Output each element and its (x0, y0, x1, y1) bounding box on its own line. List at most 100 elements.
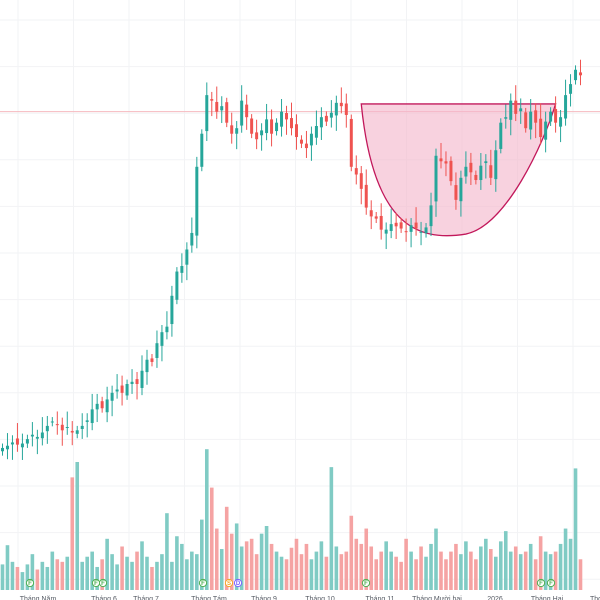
candle[interactable] (225, 97, 229, 128)
event-marker-f[interactable]: F (536, 578, 546, 587)
candle[interactable] (419, 221, 423, 246)
candle[interactable] (145, 349, 149, 385)
candle[interactable] (85, 413, 89, 438)
candle[interactable] (354, 155, 358, 185)
candle[interactable] (339, 87, 343, 114)
candle[interactable] (329, 100, 333, 128)
candle[interactable] (449, 156, 453, 186)
candle[interactable] (255, 119, 259, 150)
candle[interactable] (0, 443, 4, 456)
candle[interactable] (195, 156, 199, 249)
event-marker-f[interactable]: F (546, 578, 556, 587)
candle[interactable] (454, 172, 458, 210)
candle[interactable] (464, 151, 468, 184)
event-marker-s[interactable]: S (224, 578, 234, 587)
candle[interactable] (110, 385, 114, 417)
candle[interactable] (539, 103, 543, 145)
candle[interactable] (374, 212, 378, 224)
candle[interactable] (165, 311, 169, 340)
candle[interactable] (35, 429, 39, 455)
candle[interactable] (30, 422, 34, 447)
candle[interactable] (245, 94, 249, 130)
candle[interactable] (409, 218, 413, 248)
candle[interactable] (524, 107, 528, 133)
candle[interactable] (429, 192, 433, 237)
candle[interactable] (489, 149, 493, 185)
candle[interactable] (140, 355, 144, 396)
event-marker-f[interactable]: F (361, 578, 371, 587)
candle[interactable] (220, 96, 224, 124)
candle[interactable] (519, 98, 523, 124)
candle[interactable] (45, 415, 49, 444)
candle[interactable] (574, 65, 578, 85)
candle[interactable] (349, 114, 353, 172)
candlesticks[interactable] (0, 59, 583, 460)
candle[interactable] (414, 207, 418, 236)
event-marker-f[interactable]: F (91, 578, 101, 587)
candle[interactable] (469, 152, 473, 185)
candle[interactable] (324, 111, 328, 126)
candle[interactable] (190, 217, 194, 253)
candle[interactable] (15, 423, 19, 452)
candle[interactable] (384, 222, 388, 250)
candle[interactable] (40, 417, 44, 446)
candle[interactable] (294, 114, 298, 150)
candle[interactable] (404, 218, 408, 242)
candle[interactable] (155, 330, 159, 368)
candle[interactable] (180, 253, 184, 283)
candle[interactable] (70, 421, 74, 446)
candle[interactable] (424, 223, 428, 238)
candle[interactable] (549, 107, 553, 126)
candle[interactable] (275, 118, 279, 136)
candle[interactable] (474, 170, 478, 185)
candle[interactable] (394, 212, 398, 240)
candle[interactable] (230, 112, 234, 144)
candle[interactable] (65, 411, 69, 435)
candle[interactable] (364, 169, 368, 215)
candle[interactable] (434, 148, 438, 217)
candle[interactable] (544, 111, 548, 153)
candle[interactable] (299, 135, 303, 149)
candle[interactable] (5, 433, 9, 460)
candle[interactable] (509, 93, 513, 136)
candle[interactable] (10, 435, 14, 460)
candle[interactable] (569, 74, 573, 107)
candle[interactable] (135, 371, 139, 400)
candle[interactable] (514, 85, 518, 122)
event-marker-d[interactable]: D (233, 578, 243, 587)
candle[interactable] (100, 396, 104, 413)
candle[interactable] (60, 417, 64, 446)
candle[interactable] (439, 142, 443, 169)
candle[interactable] (50, 417, 54, 427)
candle[interactable] (235, 121, 239, 150)
candle[interactable] (250, 114, 254, 139)
candle[interactable] (459, 170, 463, 217)
candle[interactable] (130, 369, 134, 394)
candle[interactable] (379, 203, 383, 240)
candle[interactable] (359, 166, 363, 205)
candle[interactable] (200, 129, 204, 172)
candle[interactable] (554, 96, 558, 133)
candle[interactable] (529, 98, 533, 140)
candle[interactable] (290, 102, 293, 136)
candle[interactable] (265, 103, 269, 141)
candle[interactable] (25, 434, 29, 448)
candle[interactable] (170, 285, 174, 337)
candle[interactable] (504, 104, 508, 129)
candle[interactable] (579, 59, 583, 86)
candle[interactable] (150, 354, 154, 367)
candle[interactable] (185, 242, 189, 281)
candle[interactable] (215, 86, 219, 119)
candle[interactable] (105, 386, 109, 423)
candle[interactable] (564, 79, 568, 126)
event-marker-f[interactable]: F (98, 578, 108, 587)
candle[interactable] (55, 411, 59, 435)
candle[interactable] (160, 325, 164, 362)
candle[interactable] (75, 425, 79, 439)
candle[interactable] (205, 82, 209, 141)
candle[interactable] (389, 208, 393, 239)
candle[interactable] (534, 103, 538, 139)
candle[interactable] (175, 267, 179, 305)
